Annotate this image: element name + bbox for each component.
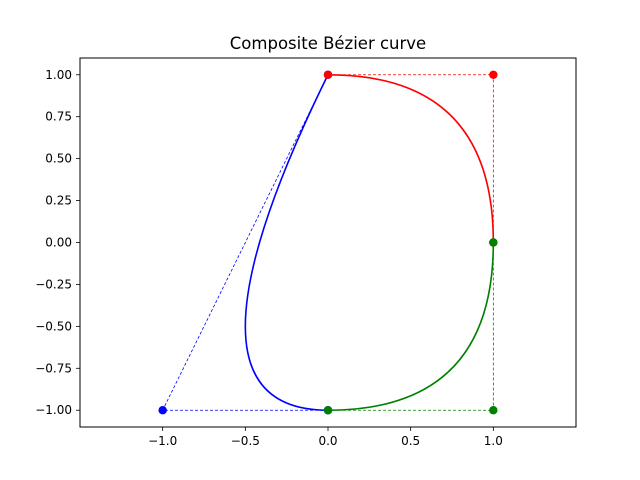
- y-tick-label: −1.00: [35, 403, 72, 417]
- axes-frame: [79, 57, 577, 428]
- control-point-green-2: [323, 406, 333, 415]
- control-polygon-red: [328, 74, 494, 243]
- control-point-green-1: [489, 406, 498, 415]
- x-tick-label: 1.0: [484, 434, 503, 448]
- y-axis: 1.00 0.75 0.50 0.25 0.00 −0.25 −0.50 −0.75 −1.00: [35, 68, 80, 417]
- chart-title: Composite Bézier curve: [230, 34, 426, 53]
- y-tick-label: −0.75: [35, 361, 72, 375]
- x-tick-label: 0.5: [401, 434, 420, 448]
- x-tick-label: 0.0: [318, 434, 337, 448]
- x-tick-label: −0.5: [231, 434, 260, 448]
- x-axis: −1.0 −0.5 0.0 0.5 1.0: [148, 427, 503, 448]
- y-tick-label: 0.75: [45, 110, 72, 124]
- y-tick-label: −0.50: [35, 319, 72, 333]
- y-tick-label: 0.25: [45, 194, 72, 208]
- control-polygon-green: [328, 242, 494, 411]
- control-point-blue-1: [158, 406, 167, 415]
- y-tick-label: 0.00: [45, 236, 72, 250]
- control-polygon-blue: [162, 74, 329, 411]
- y-tick-label: 1.00: [45, 68, 72, 82]
- bezier-curve-green: [327, 242, 495, 412]
- bezier-curve-red: [327, 73, 495, 243]
- control-point-red-1: [489, 70, 498, 79]
- control-point-red-0: [323, 70, 333, 79]
- plot-area: [158, 70, 498, 415]
- y-tick-label: 0.50: [45, 152, 72, 166]
- bezier-curve-blue: [244, 74, 329, 412]
- x-tick-label: −1.0: [148, 434, 177, 448]
- control-point-green-0: [489, 238, 498, 247]
- y-tick-label: −0.25: [35, 277, 72, 291]
